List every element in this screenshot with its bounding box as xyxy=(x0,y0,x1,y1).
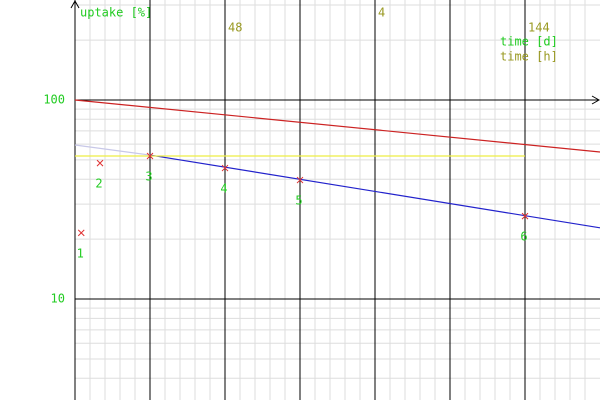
data-point xyxy=(96,159,104,167)
fit-line xyxy=(74,99,600,153)
grid xyxy=(74,0,600,400)
axes xyxy=(70,0,80,400)
x-tick-label: 144 xyxy=(528,21,550,35)
point-label: 3 xyxy=(145,170,152,184)
y-arrow xyxy=(70,0,80,9)
data-point xyxy=(296,176,304,184)
data-point xyxy=(77,229,85,237)
point-label: 5 xyxy=(295,194,302,208)
point-label: 2 xyxy=(95,177,102,191)
y-axis-label: uptake [%] xyxy=(80,6,152,20)
point-label: 4 xyxy=(220,182,227,196)
x-tick-label: 48 xyxy=(228,21,242,35)
fit-line xyxy=(74,144,151,156)
x-arrow xyxy=(591,95,600,105)
y-tick-label: 10 xyxy=(51,292,65,306)
point-label: 1 xyxy=(77,246,84,260)
data-point xyxy=(221,164,229,172)
data-point xyxy=(146,152,154,160)
data-point xyxy=(521,212,529,220)
x2-tick-label: 4 xyxy=(378,6,385,20)
x-axis-label: time [h] xyxy=(500,50,558,64)
point-label: 6 xyxy=(520,230,527,244)
x2-axis-label: time [d] xyxy=(500,35,558,49)
y-tick-label: 100 xyxy=(43,93,65,107)
